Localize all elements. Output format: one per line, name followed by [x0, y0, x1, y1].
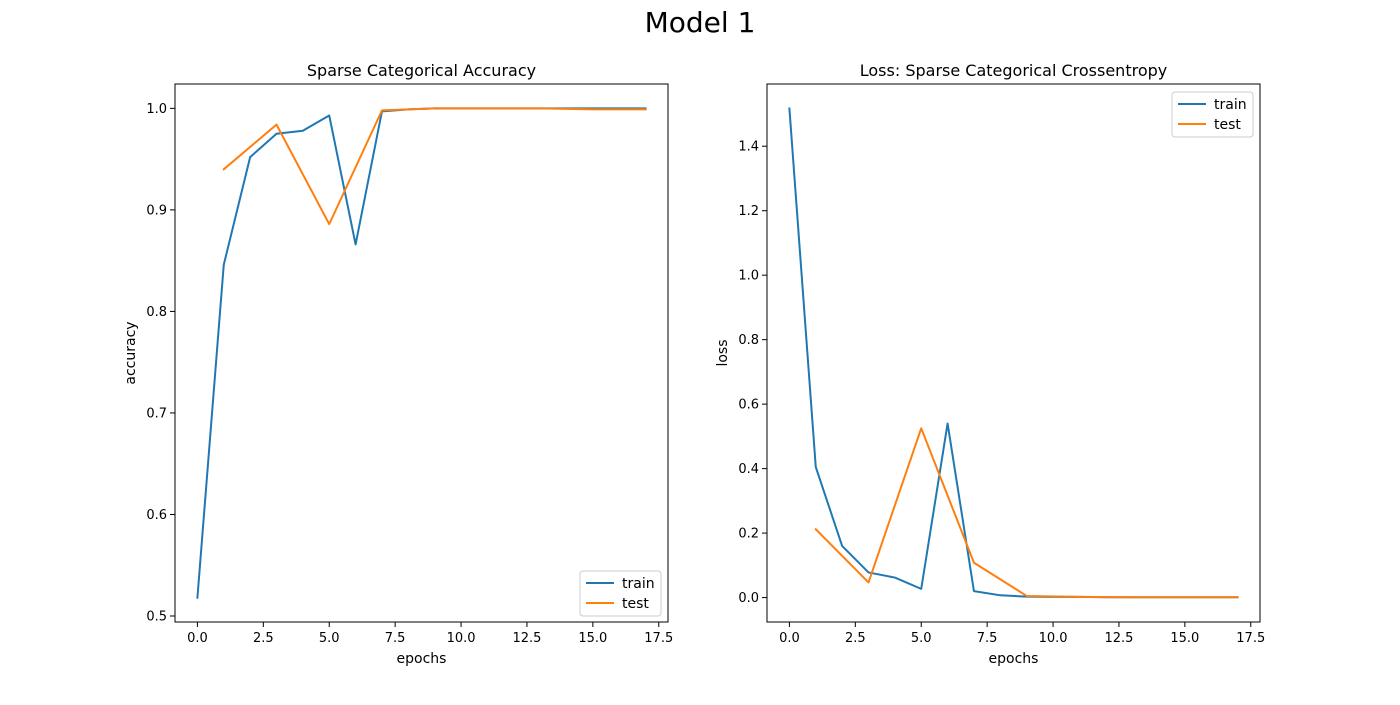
- plot-frame: [174, 83, 669, 623]
- x-tick-label: 2.5: [253, 631, 274, 646]
- y-tick-label: 0.8: [146, 305, 167, 320]
- y-axis-label: loss: [715, 339, 731, 366]
- x-tick-label: 10.0: [447, 631, 476, 646]
- x-axis-label: epochs: [397, 651, 447, 667]
- legend-label-train: train: [1214, 97, 1247, 113]
- x-tick-label: 17.5: [1236, 631, 1265, 646]
- y-tick-label: 0.2: [738, 527, 759, 542]
- y-tick-label: 0.4: [738, 462, 759, 477]
- series-line-test: [814, 427, 1239, 599]
- x-tick-label: 15.0: [578, 631, 607, 646]
- y-tick-label: 0.8: [738, 333, 759, 348]
- x-tick-label: 0.0: [187, 631, 208, 646]
- x-tick-label: 7.5: [977, 631, 998, 646]
- x-tick-label: 12.5: [512, 631, 541, 646]
- series-line-train: [788, 107, 1239, 599]
- x-tick-label: 17.5: [644, 631, 673, 646]
- y-tick-label: 0.0: [738, 591, 759, 606]
- legend-label-test: test: [1214, 117, 1241, 133]
- x-tick-label: 15.0: [1170, 631, 1199, 646]
- x-tick-label: 0.0: [779, 631, 800, 646]
- y-tick-label: 0.5: [146, 610, 167, 625]
- x-axis-label: epochs: [989, 651, 1039, 667]
- legend-label-test: test: [622, 596, 649, 612]
- x-tick-label: 12.5: [1104, 631, 1133, 646]
- chart-title: Loss: Sparse Categorical Crossentropy: [860, 61, 1167, 80]
- series-line-train: [196, 107, 647, 599]
- y-tick-label: 0.9: [146, 203, 167, 218]
- legend-label-train: train: [622, 576, 655, 592]
- x-tick-label: 10.0: [1039, 631, 1068, 646]
- figure-title: Model 1: [644, 6, 756, 39]
- x-tick-label: 2.5: [845, 631, 866, 646]
- y-tick-label: 0.7: [146, 406, 167, 421]
- y-tick-label: 1.2: [738, 204, 759, 219]
- y-tick-label: 1.0: [738, 269, 759, 284]
- legend: train test: [1171, 91, 1254, 138]
- legend: train test: [579, 570, 662, 617]
- y-tick-label: 0.6: [146, 508, 167, 523]
- x-tick-label: 5.0: [911, 631, 932, 646]
- y-tick-label: 0.6: [738, 398, 759, 413]
- chart-title: Sparse Categorical Accuracy: [307, 61, 536, 80]
- chart-panel-2: 0.0 2.5 5.0 7.5 10.0 12.5 15.0 17.5 0.0 0.2 0.4 0.6…: [715, 61, 1265, 667]
- y-axis-label: accuracy: [123, 321, 139, 384]
- x-tick-label: 5.0: [319, 631, 340, 646]
- chart-panel-1: 0.0 2.5 5.0 7.5 10.0 12.5 15.0 17.5 0.5 0.6 0.7 0.8…: [123, 61, 673, 667]
- plot-frame: [766, 83, 1261, 623]
- x-tick-label: 7.5: [385, 631, 406, 646]
- series-line-test: [222, 107, 647, 226]
- y-tick-label: 1.0: [146, 102, 167, 117]
- y-tick-label: 1.4: [738, 140, 759, 155]
